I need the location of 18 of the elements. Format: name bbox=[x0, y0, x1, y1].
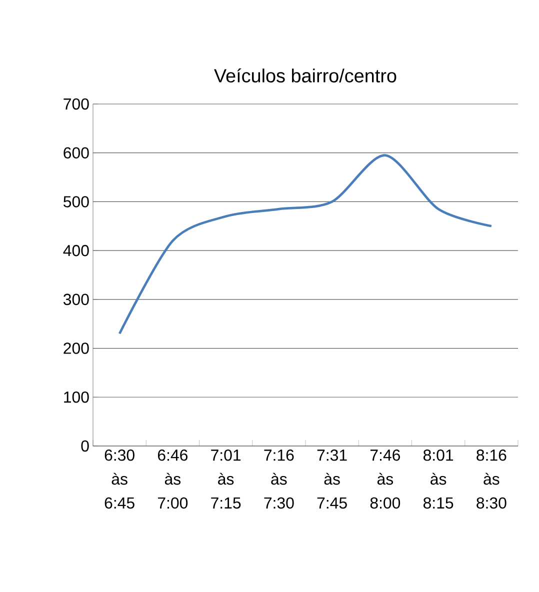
y-tick-label: 200 bbox=[64, 342, 89, 354]
x-tick-label: 7:01 às 7:15 bbox=[211, 450, 241, 509]
y-tick-label: 600 bbox=[64, 147, 89, 158]
x-tick-label: 8:16 às 8:30 bbox=[476, 450, 506, 509]
x-tick-label: 7:46 às 8:00 bbox=[370, 450, 400, 509]
chart-title: Veículos bairro/centro bbox=[214, 68, 396, 82]
x-tick-label: 7:31 às 7:45 bbox=[317, 450, 347, 509]
y-tick-label: 700 bbox=[64, 98, 89, 110]
y-tick-label: 100 bbox=[64, 392, 89, 403]
x-tick-label: 6:46 às 7:00 bbox=[158, 450, 188, 509]
y-tick-label: 400 bbox=[63, 244, 89, 256]
x-tick-label: 6:30 às 6:45 bbox=[104, 450, 134, 509]
line-series bbox=[118, 154, 493, 335]
y-tick-label: 300 bbox=[63, 294, 89, 306]
y-tick-label: 0 bbox=[81, 440, 89, 452]
y-tick-label: 500 bbox=[64, 196, 89, 208]
x-tick-label: 7:16 às 7:30 bbox=[264, 450, 294, 509]
x-tick-label: 8:01 às 8:15 bbox=[423, 450, 454, 509]
